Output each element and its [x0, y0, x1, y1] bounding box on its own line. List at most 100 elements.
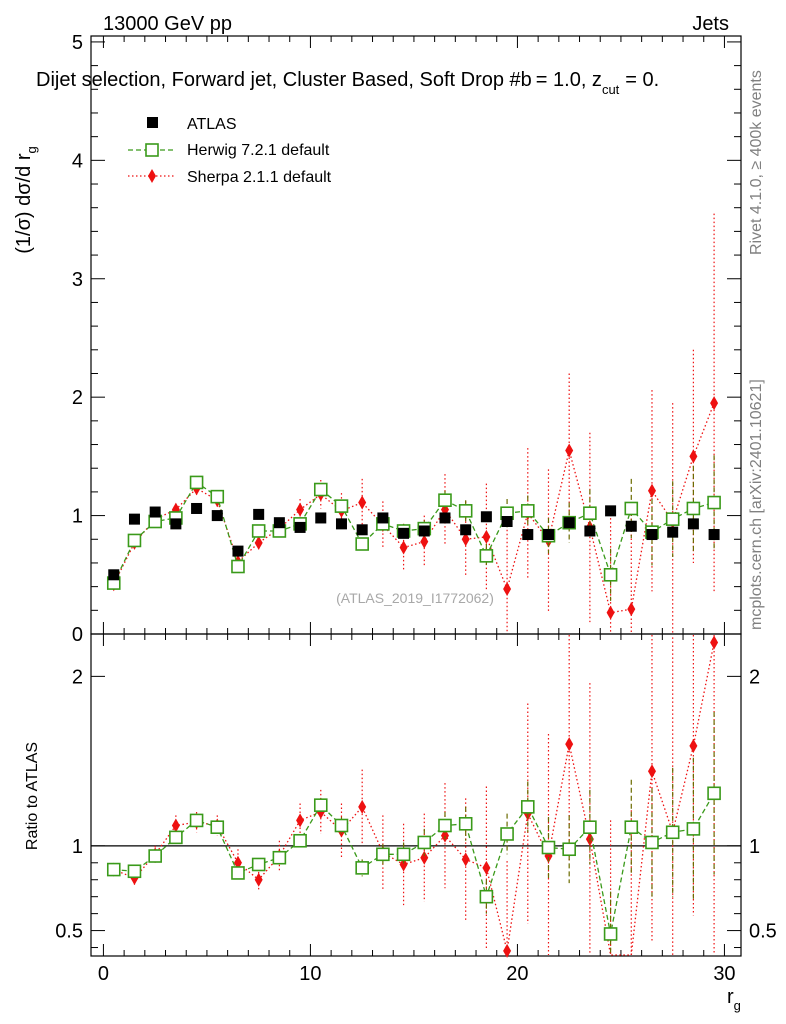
atlas-point [211, 510, 223, 522]
ratio-y-tick-label-left: 1 [72, 836, 83, 858]
sherpa-point [399, 540, 408, 555]
herwig-point [479, 889, 494, 904]
main-plot-axes: 0 1 2 3 4 5 [72, 32, 741, 646]
x-tick-label: 0 [98, 963, 109, 985]
herwig-line [113, 792, 715, 935]
atlas-point [542, 529, 554, 541]
ratio-y-axis-label: Ratio to ATLAS [24, 742, 41, 850]
herwig-point [707, 786, 721, 801]
y-tick-label: 4 [72, 150, 83, 172]
y-tick-label: 2 [72, 387, 83, 409]
herwig-point [189, 813, 204, 828]
ratio-plot-marks [106, 635, 721, 958]
plot-title-sub: cut [602, 82, 620, 97]
herwig-point [231, 559, 245, 574]
sherpa-point [503, 582, 512, 597]
herwig-point [293, 833, 307, 848]
sherpa-point [420, 850, 429, 865]
atlas-point [398, 527, 410, 539]
herwig-point [272, 850, 287, 865]
x-tick-label: 10 [299, 963, 321, 985]
sherpa-point [296, 813, 305, 828]
herwig-point [520, 800, 535, 814]
atlas-point [108, 569, 120, 581]
sherpa-point [710, 396, 719, 411]
legend-atlas-marker [147, 117, 158, 128]
x-tick-label: 20 [506, 963, 528, 985]
atlas-point [315, 512, 327, 524]
herwig-point [251, 857, 266, 872]
ratio-y-tick-label-right: 1 [749, 836, 760, 858]
category-label: Jets [692, 13, 729, 35]
sherpa-point [461, 532, 470, 547]
herwig-point [127, 533, 142, 548]
herwig-point [707, 495, 721, 510]
ratio-y-tick-label-left: 2 [72, 666, 83, 688]
atlas-point [232, 545, 244, 557]
legend-herwig-marker [145, 143, 159, 157]
herwig-point [583, 820, 597, 835]
herwig-point [458, 817, 473, 831]
atlas-point [439, 512, 451, 524]
legend-sherpa-marker [148, 169, 156, 183]
main-plot-marks [106, 213, 721, 633]
herwig-point [148, 849, 162, 863]
herwig-point [603, 927, 618, 941]
herwig-point [417, 835, 432, 850]
herwig-point [665, 512, 680, 526]
herwig-point [210, 489, 225, 504]
main-y-axis-label-sub: g [24, 146, 39, 153]
herwig-point [500, 827, 514, 841]
herwig-point [251, 524, 266, 538]
herwig-point [686, 501, 701, 516]
herwig-point [458, 504, 473, 518]
herwig-point [396, 847, 411, 862]
sherpa-point [461, 852, 470, 867]
atlas-point [646, 529, 658, 541]
herwig-point [624, 501, 639, 516]
atlas-point [294, 521, 306, 533]
herwig-point [355, 537, 369, 551]
sherpa-point [171, 818, 180, 833]
legend-sherpa-label: Sherpa 2.1.1 default [187, 169, 332, 186]
atlas-point [522, 529, 534, 541]
sherpa-line [113, 402, 715, 614]
rivet-version-label: Rivet 4.1.0, ≥ 400k events [748, 70, 765, 255]
herwig-point [541, 840, 556, 855]
main-y-axis-label: (1/σ) dσ/d rg [13, 146, 39, 254]
sherpa-point [254, 535, 263, 550]
ratio-plot-frame [90, 633, 742, 957]
atlas-point [377, 512, 389, 524]
herwig-point [106, 862, 121, 877]
herwig-point [169, 830, 183, 845]
herwig-point [355, 861, 369, 875]
legend-atlas-label: ATLAS [187, 116, 237, 133]
herwig-point [189, 475, 204, 490]
sherpa-point [482, 860, 491, 875]
sherpa-point [482, 529, 491, 544]
sherpa-point [627, 602, 636, 617]
herwig-point [624, 820, 639, 835]
sherpa-point [689, 449, 698, 464]
analysis-id-label: (ATLAS_2019_I1772062) [336, 590, 494, 606]
atlas-point [170, 518, 182, 530]
atlas-point [273, 517, 285, 529]
herwig-point [645, 835, 659, 850]
x-axis-label-sub: g [734, 998, 741, 1013]
herwig-point [665, 825, 680, 840]
ratio-y-tick-label-left: 0.5 [55, 921, 83, 943]
sherpa-line [113, 642, 715, 956]
y-tick-label: 1 [72, 506, 83, 528]
atlas-point [128, 513, 140, 525]
herwig-point [231, 866, 245, 880]
sherpa-point [647, 764, 656, 779]
atlas-point [191, 502, 203, 514]
sherpa-point [503, 943, 512, 958]
atlas-point [335, 518, 347, 530]
x-tick-label: 30 [713, 963, 735, 985]
y-tick-label: 3 [72, 269, 83, 291]
sherpa-point [647, 483, 656, 498]
herwig-line [113, 481, 715, 584]
sherpa-point [710, 635, 719, 650]
